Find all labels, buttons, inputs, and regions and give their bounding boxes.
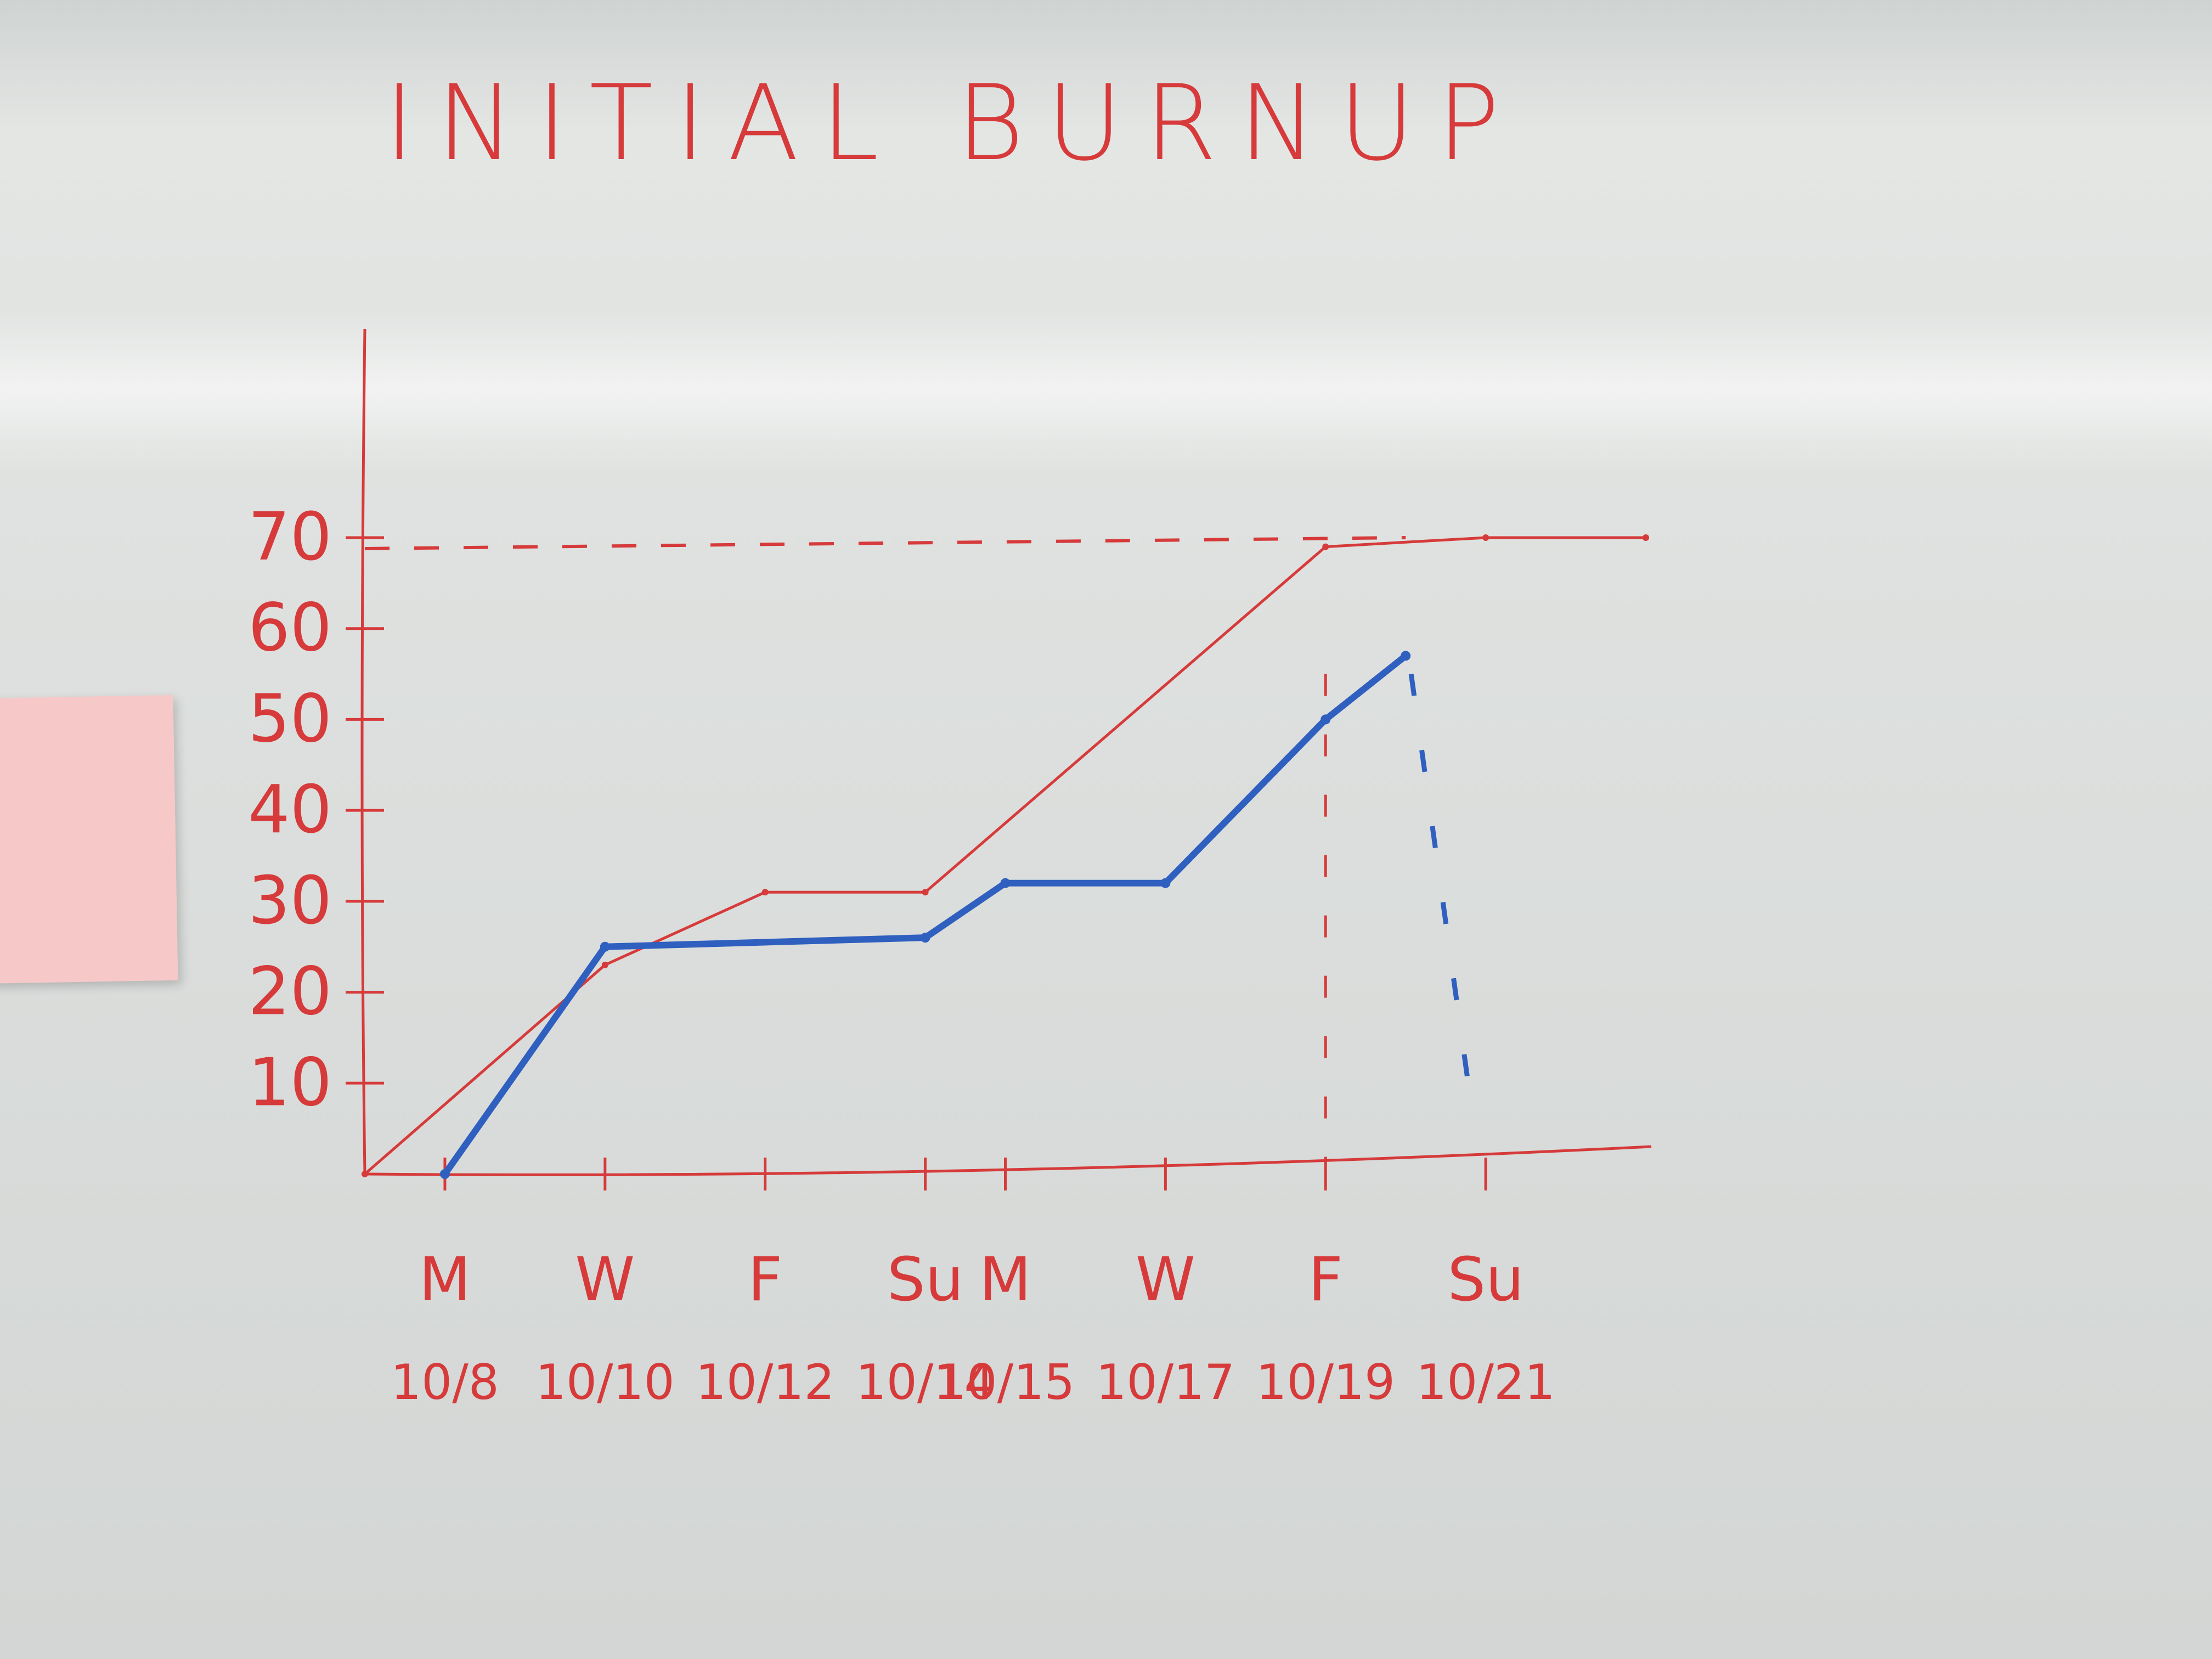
x-tick-day-3: Su bbox=[887, 1244, 964, 1314]
series-0-point-0 bbox=[362, 1171, 368, 1177]
chart-title: INITIAL BURNUP bbox=[384, 63, 1522, 184]
chart-axes bbox=[360, 329, 1652, 1176]
x-tick-day-0: M bbox=[419, 1244, 471, 1314]
series-0-point-3 bbox=[922, 889, 929, 896]
series-0-point-5 bbox=[1482, 534, 1489, 541]
series-1-point-2 bbox=[920, 933, 930, 943]
x-tick-date-1: 10/10 bbox=[535, 1354, 675, 1410]
series-0-point-1 bbox=[601, 961, 608, 968]
series-1-point-0 bbox=[439, 1169, 450, 1179]
x-tick-day-5: W bbox=[1136, 1244, 1195, 1314]
y-tick-label-20: 20 bbox=[248, 954, 332, 1030]
y-tick-label-60: 60 bbox=[248, 590, 332, 667]
x-axis-line bbox=[364, 1145, 1652, 1176]
x-tick-day-1: W bbox=[575, 1244, 635, 1314]
y-tick-label-30: 30 bbox=[248, 863, 332, 939]
y-tick-label-10: 10 bbox=[248, 1045, 332, 1121]
projection-blue bbox=[1408, 673, 1477, 1131]
y-tick-label-40: 40 bbox=[248, 772, 332, 848]
y-tick-label-50: 50 bbox=[248, 681, 332, 757]
scope-line bbox=[364, 536, 1406, 550]
series-line-1 bbox=[441, 652, 1409, 1177]
x-tick-day-4: M bbox=[979, 1244, 1031, 1314]
x-tick-day-7: Su bbox=[1447, 1244, 1524, 1314]
series-0-point-6 bbox=[1643, 534, 1649, 541]
series-1-point-5 bbox=[1321, 714, 1331, 725]
series-0-point-2 bbox=[761, 889, 769, 896]
chart-series bbox=[362, 534, 1649, 1179]
series-0-point-4 bbox=[1322, 543, 1329, 550]
x-tick-date-0: 10/8 bbox=[391, 1354, 499, 1410]
x-tick-day-2: F bbox=[748, 1244, 782, 1314]
series-1-point-3 bbox=[1000, 878, 1011, 888]
y-axis-line bbox=[360, 329, 366, 1175]
x-axis-ticks: M 10/8 W 10/10 F 10/12 Su 10/14 M 10/15 W 10/17 F 10/… bbox=[391, 1158, 1555, 1410]
y-axis-ticks: 10 20 30 40 50 60 70 bbox=[248, 499, 384, 1121]
board-glare bbox=[0, 307, 2212, 472]
series-1-point-1 bbox=[600, 941, 610, 952]
series-1-point-6 bbox=[1401, 651, 1411, 661]
series-line-0 bbox=[363, 536, 1647, 1176]
x-tick-day-6: F bbox=[1308, 1244, 1343, 1314]
x-tick-date-6: 10/19 bbox=[1256, 1354, 1395, 1410]
x-tick-date-2: 10/12 bbox=[696, 1354, 835, 1410]
y-tick-label-70: 70 bbox=[248, 499, 332, 575]
x-tick-date-7: 10/21 bbox=[1416, 1354, 1555, 1410]
x-tick-date-4: 10/15 bbox=[936, 1354, 1075, 1410]
x-tick-date-3: 10/14 bbox=[856, 1354, 995, 1410]
x-tick-date-5: 10/17 bbox=[1096, 1354, 1235, 1410]
series-1-point-4 bbox=[1160, 878, 1171, 888]
